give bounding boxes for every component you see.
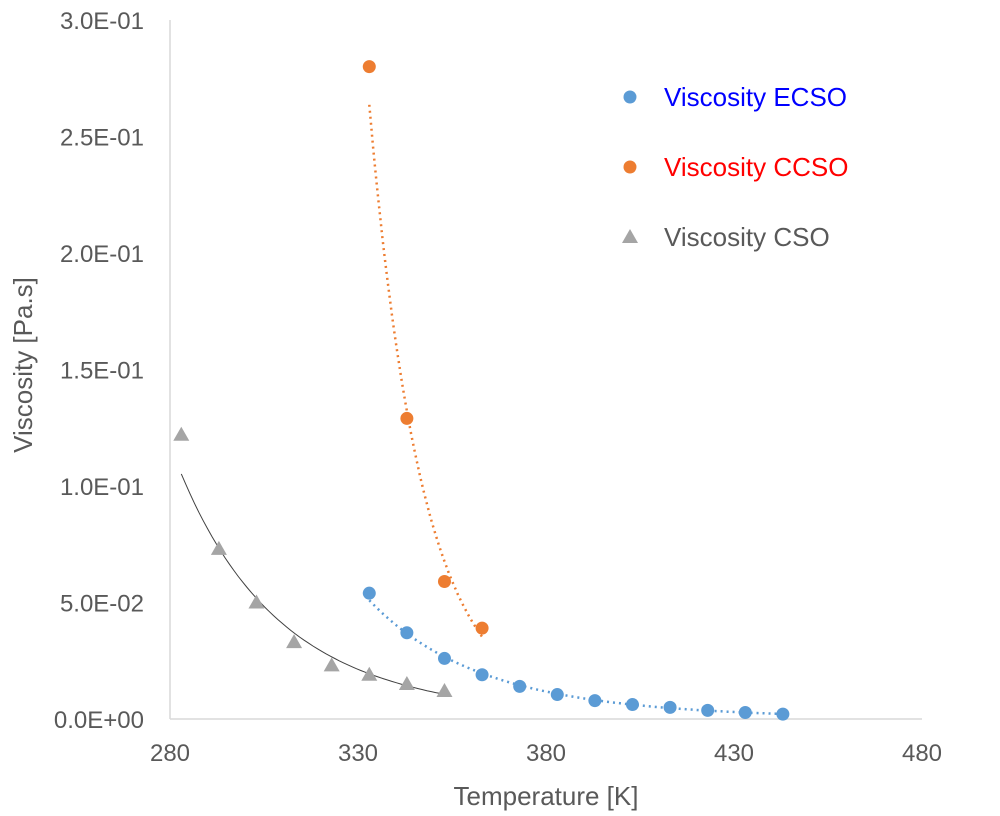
data-point [286, 634, 303, 649]
data-point [776, 707, 790, 721]
legend-label: Viscosity CSO [664, 222, 830, 252]
x-tick-label: 280 [150, 740, 190, 767]
data-point [475, 668, 489, 682]
data-point [588, 694, 602, 708]
data-point [362, 586, 376, 600]
y-tick-label: 2.5E-01 [60, 125, 144, 152]
trendline-3 [180, 473, 445, 695]
data-point [437, 651, 451, 665]
legend-marker [623, 90, 637, 104]
trendline-1 [368, 599, 783, 716]
y-tick-label: 1.0E-01 [60, 474, 144, 501]
legend-label: Viscosity CCSO [664, 152, 848, 182]
data-point [663, 700, 677, 714]
y-tick-label: 2.0E-01 [60, 241, 144, 268]
trendlines [180, 104, 783, 716]
legend-marker [622, 229, 638, 243]
data-point [625, 698, 639, 712]
data-point [400, 411, 414, 425]
data-point [475, 621, 489, 635]
y-tick-label: 1.5E-01 [60, 358, 144, 385]
legend-marker [623, 160, 637, 174]
data-point [398, 676, 415, 691]
data-point [210, 540, 227, 555]
data-point [248, 594, 265, 609]
data-point [550, 688, 564, 702]
x-tick-label: 380 [526, 740, 566, 767]
data-point [738, 705, 752, 719]
y-tick-label: 3.0E-01 [60, 8, 144, 35]
x-tick-label: 330 [338, 740, 378, 767]
y-tick-label: 0.0E+00 [54, 707, 144, 734]
data-point [361, 666, 378, 681]
tick-labels: 280 330 380 430 480 0.0E+00 5.0E-02 1.0E-01 1.5E… [54, 8, 942, 767]
legend-label: Viscosity ECSO [664, 82, 847, 112]
x-tick-label: 480 [902, 740, 942, 767]
data-point [362, 60, 376, 74]
x-axis-title: Temperature [K] [454, 781, 639, 811]
data-point [323, 657, 340, 672]
y-axis-title: Viscosity [Pa.s] [8, 277, 38, 453]
legend: Viscosity ECSO Viscosity CCSO Viscosity CS… [622, 82, 848, 252]
data-marks [173, 60, 790, 721]
data-point [513, 679, 527, 693]
data-point [173, 426, 190, 441]
trendline-2 [368, 104, 484, 638]
data-point [701, 703, 715, 717]
data-point [436, 683, 453, 698]
y-tick-label: 5.0E-02 [60, 591, 144, 618]
axes [169, 20, 922, 720]
data-point [400, 626, 414, 640]
data-point [437, 575, 451, 589]
x-tick-label: 430 [714, 740, 754, 767]
